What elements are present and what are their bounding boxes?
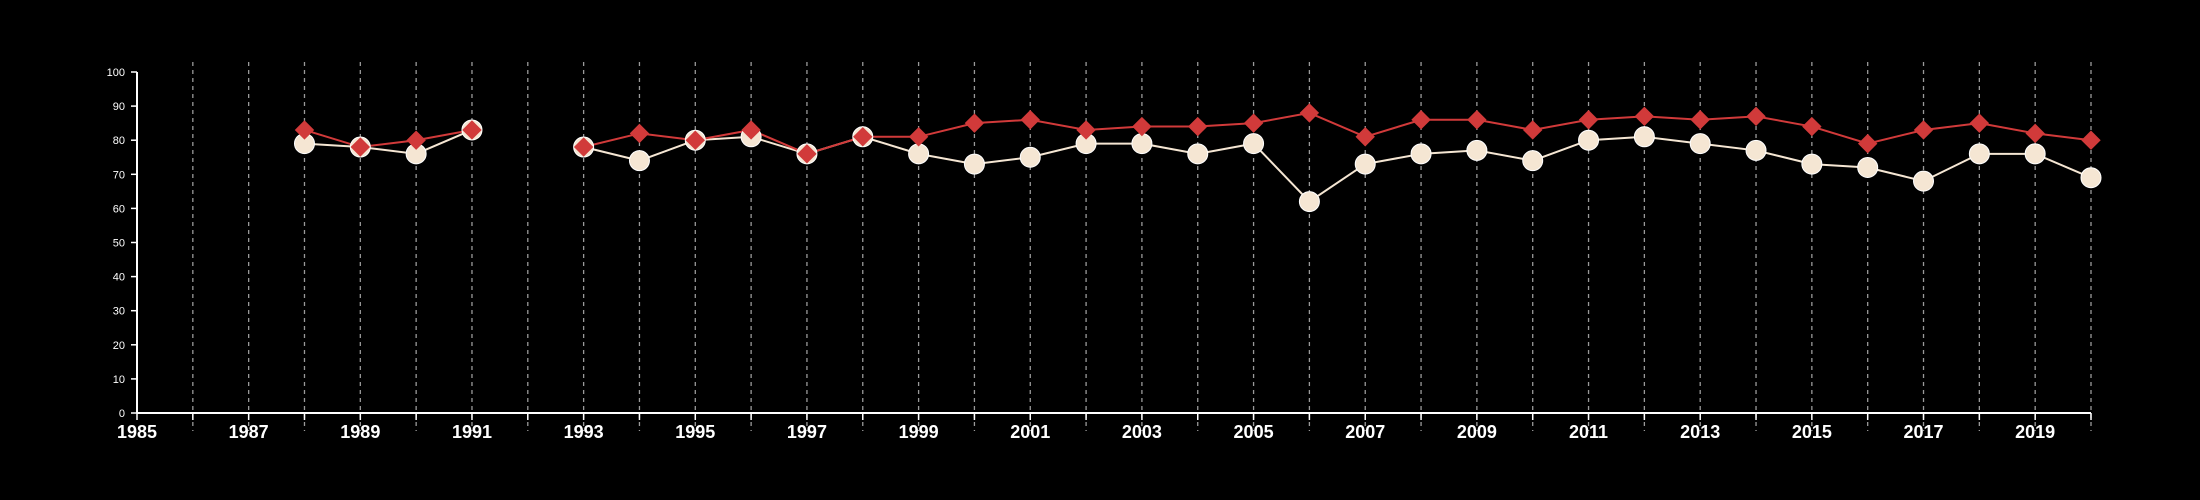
x-tick-label: 1987 (229, 422, 269, 442)
data-point (1411, 110, 1431, 130)
series-line (304, 128, 473, 149)
data-point (294, 120, 315, 140)
y-tick-label: 60 (113, 203, 125, 215)
data-point (629, 123, 650, 144)
data-point (1187, 143, 1209, 165)
y-tick-label: 100 (107, 67, 125, 79)
y-tick-label: 50 (113, 238, 125, 250)
data-point (1243, 113, 1264, 133)
data-point (1578, 110, 1599, 130)
data-point (741, 120, 761, 140)
data-point (1188, 116, 1208, 137)
y-tick-label: 30 (113, 306, 125, 318)
data-point (462, 120, 482, 140)
data-point (1802, 116, 1822, 137)
x-tick-label: 2003 (1122, 422, 1162, 442)
data-point (1801, 153, 1823, 175)
x-tick-label: 2015 (1792, 422, 1832, 442)
x-tick-label: 1995 (675, 422, 715, 442)
data-point (2024, 143, 2046, 165)
x-tick-label: 2005 (1234, 422, 1274, 442)
x-tick-label: 1989 (340, 422, 380, 442)
x-tick-label: 2011 (1569, 422, 1608, 442)
data-point (406, 130, 426, 150)
y-tick-label: 40 (113, 272, 125, 284)
data-point (2080, 167, 2102, 189)
y-tick-label: 90 (113, 101, 125, 113)
x-tick-label: 2017 (1903, 422, 1943, 442)
data-point (1969, 113, 1990, 133)
data-point (1913, 170, 1935, 192)
data-point (1020, 110, 1040, 130)
data-point (628, 150, 650, 172)
data-point (1298, 191, 1320, 213)
x-tick-label: 2007 (1345, 422, 1385, 442)
data-point (1634, 106, 1655, 127)
data-point (1968, 143, 1990, 165)
data-point (1355, 127, 1375, 147)
x-tick-label: 1997 (787, 422, 827, 442)
data-point (350, 137, 371, 157)
data-point (2025, 123, 2045, 144)
data-point (1578, 129, 1600, 151)
series-2-markers (294, 103, 2101, 164)
x-tick-label: 1993 (564, 422, 604, 442)
x-tick-label: 1985 (117, 422, 157, 442)
data-point (1467, 110, 1487, 130)
x-tick-label: 2019 (2015, 422, 2055, 442)
x-tick-label: 1999 (899, 422, 939, 442)
data-point (1354, 153, 1376, 175)
y-axis-ticks: 0 10 20 30 40 50 60 70 80 90 100 (107, 67, 137, 420)
data-point (1746, 106, 1766, 127)
series-1-markers (293, 119, 2102, 213)
data-point (963, 153, 985, 175)
data-point (2081, 130, 2101, 150)
series-2 (304, 111, 2092, 155)
data-point (1299, 103, 1320, 123)
data-point (1523, 120, 1543, 140)
data-point (964, 113, 985, 133)
data-point (1690, 110, 1710, 130)
data-point (573, 137, 594, 157)
data-point (1857, 156, 1879, 178)
x-tick-label: 2001 (1010, 422, 1050, 442)
data-point (1243, 133, 1265, 155)
data-point (1019, 146, 1041, 168)
y-tick-label: 70 (113, 169, 125, 181)
data-point (685, 130, 705, 150)
y-tick-label: 10 (113, 374, 125, 386)
y-tick-label: 80 (113, 135, 125, 147)
data-point (1076, 120, 1096, 140)
y-tick-label: 0 (119, 408, 125, 420)
data-point (853, 127, 873, 147)
data-point (1745, 139, 1767, 161)
data-point (1522, 150, 1544, 172)
data-point (908, 127, 929, 147)
data-point (1131, 133, 1153, 155)
data-point (1466, 139, 1488, 161)
data-point (1132, 116, 1152, 137)
data-point (1913, 120, 1934, 140)
y-tick-label: 20 (113, 340, 125, 352)
data-point (1689, 133, 1711, 155)
series-line (304, 129, 473, 155)
data-point (1633, 126, 1655, 148)
gridlines (192, 62, 2092, 431)
data-point (1410, 143, 1432, 165)
data-point (1857, 133, 1878, 154)
x-tick-label: 1991 (452, 422, 492, 442)
series-line (583, 111, 2092, 155)
x-axis-ticks: 1985 1987 1989 1991 1993 1995 1997 1999 2001 2003… (117, 413, 2092, 442)
data-point (797, 144, 817, 164)
data-point (908, 143, 930, 165)
x-tick-label: 2013 (1680, 422, 1720, 442)
x-tick-label: 2009 (1457, 422, 1497, 442)
